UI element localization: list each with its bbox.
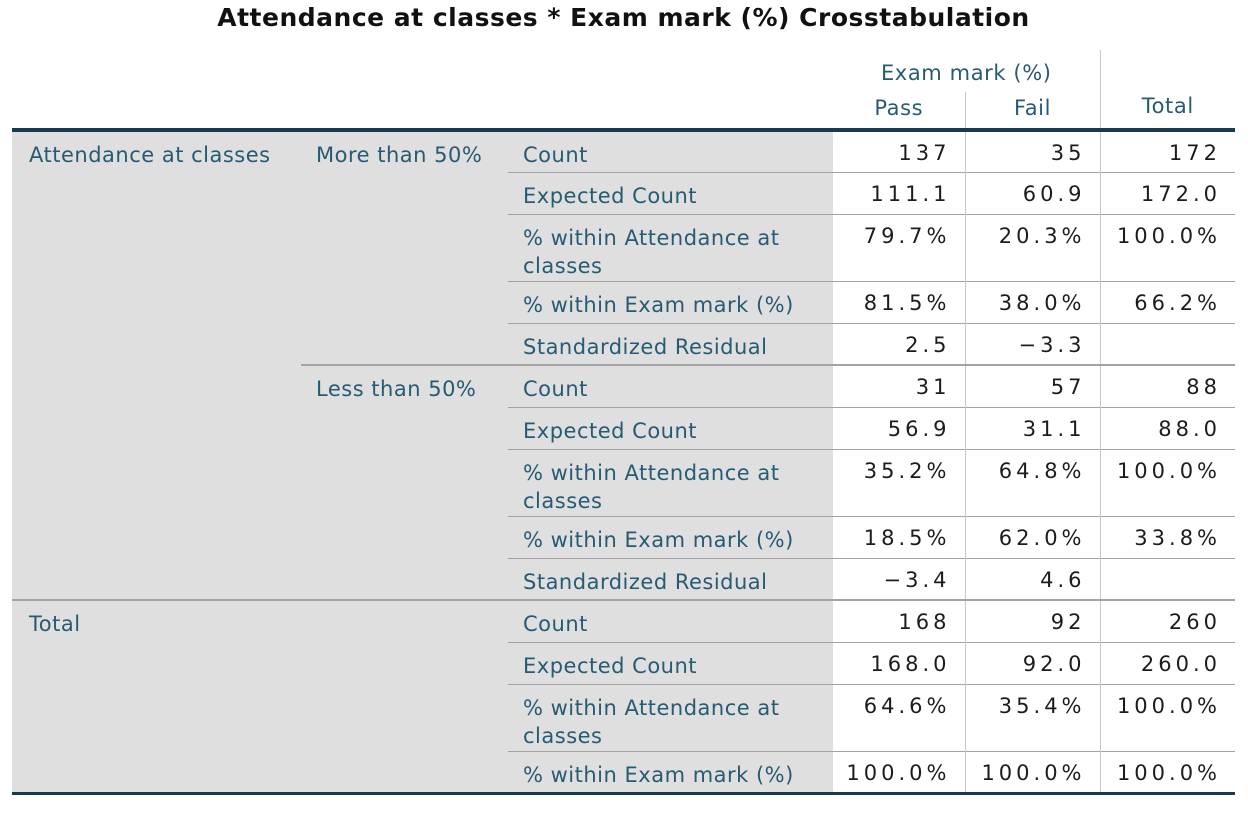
- stat-label: Expected Count: [508, 171, 833, 214]
- row-group-label-more-than-50: More than 50%: [301, 130, 508, 365]
- value-cell-total: 100.0%: [1099, 750, 1236, 793]
- value-cell-fail: 92: [964, 599, 1101, 642]
- value-cell-pass: −3.4: [833, 557, 965, 600]
- value-cell-pass: 168: [833, 599, 965, 642]
- value-cell-pass: 81.5%: [833, 280, 965, 323]
- value-cell-total: 260.0: [1099, 641, 1236, 684]
- stat-label: % within Attendance at classes: [508, 448, 833, 516]
- table-title: Attendance at classes * Exam mark (%) Cr…: [217, 3, 1030, 32]
- crosstab-table: Exam mark (%) Total Pass Fail Attendance…: [12, 50, 1236, 795]
- stat-label: Count: [508, 364, 833, 407]
- value-cell-pass: 2.5: [833, 322, 965, 365]
- header-corner-spacer: [12, 50, 833, 130]
- value-cell-fail: 64.8%: [964, 448, 1101, 516]
- value-cell-fail: 100.0%: [964, 750, 1101, 793]
- column-header-total: Total: [1099, 50, 1236, 130]
- value-cell-pass: 35.2%: [833, 448, 965, 516]
- value-cell-total: 100.0%: [1099, 448, 1236, 516]
- stat-label: % within Exam mark (%): [508, 280, 833, 323]
- value-cell-total: 172.0: [1099, 171, 1236, 214]
- table-row: % within Attendance at classes 64.6% 35.4%…: [12, 683, 1236, 751]
- value-cell-pass: 64.6%: [833, 683, 965, 751]
- value-cell-fail: 20.3%: [964, 213, 1101, 281]
- stat-label: Count: [508, 130, 833, 172]
- table-row: Attendance at classes More than 50% Count 1…: [12, 130, 1236, 600]
- value-cell-fail: 92.0: [964, 641, 1101, 684]
- column-header-fail: Fail: [964, 92, 1101, 130]
- stat-label: % within Attendance at classes: [508, 213, 833, 281]
- table-row: % within Exam mark (%) 100.0% 100.0% 100.0%: [12, 750, 1236, 793]
- value-cell-pass: 168.0: [833, 641, 965, 684]
- row-dimension-label: Attendance at classes: [12, 130, 301, 600]
- value-cell-total: [1099, 557, 1236, 600]
- value-cell-total: 100.0%: [1099, 683, 1236, 751]
- value-cell-total: 260: [1099, 599, 1236, 642]
- value-cell-fail: 35.4%: [964, 683, 1101, 751]
- stat-label: Standardized Residual: [508, 557, 833, 600]
- value-cell-total: [1099, 322, 1236, 365]
- table-row: % within Exam mark (%) 18.5% 62.0% 33.8%: [12, 515, 1236, 558]
- total-row-label: Total: [12, 599, 508, 793]
- table-row: Standardized Residual −3.4 4.6: [12, 557, 1236, 600]
- table-row: Expected Count 168.0 92.0 260.0: [12, 641, 1236, 684]
- value-cell-pass: 18.5%: [833, 515, 965, 558]
- value-cell-pass: 137: [833, 130, 965, 172]
- stat-label: % within Exam mark (%): [508, 750, 833, 793]
- column-group-header: Exam mark (%): [880, 61, 1052, 85]
- table-row: Expected Count 56.9 31.1 88.0: [12, 406, 1236, 449]
- value-cell-total: 88: [1099, 364, 1236, 407]
- spss-output-page: Attendance at classes * Exam mark (%) Cr…: [12, 3, 1236, 795]
- column-header-pass: Pass: [874, 96, 924, 120]
- stat-label: % within Exam mark (%): [508, 515, 833, 558]
- value-cell-total: 66.2%: [1099, 280, 1236, 323]
- value-cell-fail: 35: [964, 130, 1101, 172]
- value-cell-fail: 31.1: [964, 406, 1101, 449]
- table-row: Total Count 168 92 260: [12, 599, 1236, 793]
- table-header: Exam mark (%) Total Pass Fail: [12, 50, 1236, 130]
- value-cell-fail: 60.9: [964, 171, 1101, 214]
- stat-label: Count: [508, 599, 833, 642]
- value-cell-total: 172: [1099, 130, 1236, 172]
- table-body: Attendance at classes More than 50% Count 1…: [12, 130, 1236, 793]
- table-row: Expected Count 111.1 60.9 172.0: [12, 171, 1236, 214]
- row-group-label-less-than-50: Less than 50%: [301, 364, 508, 600]
- value-cell-total: 33.8%: [1099, 515, 1236, 558]
- stat-label: Expected Count: [508, 406, 833, 449]
- value-cell-pass: 56.9: [833, 406, 965, 449]
- stat-label: % within Attendance at classes: [508, 683, 833, 751]
- table-row: % within Attendance at classes 35.2% 64.8%…: [12, 448, 1236, 516]
- stat-label: Expected Count: [508, 641, 833, 684]
- value-cell-total: 100.0%: [1099, 213, 1236, 281]
- value-cell-total: 88.0: [1099, 406, 1236, 449]
- value-cell-fail: 4.6: [964, 557, 1101, 600]
- value-cell-fail: 38.0%: [964, 280, 1101, 323]
- table-row: % within Exam mark (%) 81.5% 38.0% 66.2%: [12, 280, 1236, 323]
- value-cell-pass: 100.0%: [833, 750, 965, 793]
- value-cell-pass: 79.7%: [833, 213, 965, 281]
- table-row: % within Attendance at classes 79.7% 20.3%…: [12, 213, 1236, 281]
- value-cell-fail: 57: [964, 364, 1101, 407]
- value-cell-pass: 111.1: [833, 171, 965, 214]
- table-row: Less than 50% Count 31 57 88: [12, 364, 1236, 600]
- stat-label: Standardized Residual: [508, 322, 833, 365]
- table-row: Standardized Residual 2.5 −3.3: [12, 322, 1236, 365]
- value-cell-pass: 31: [833, 364, 965, 407]
- value-cell-fail: −3.3: [964, 322, 1101, 365]
- value-cell-fail: 62.0%: [964, 515, 1101, 558]
